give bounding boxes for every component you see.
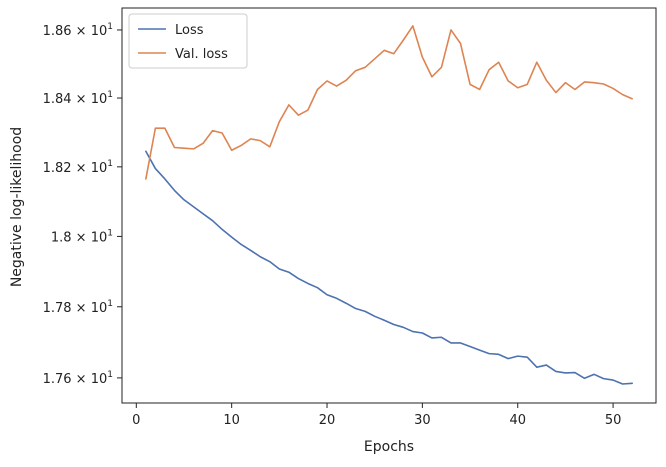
y-tick-label: 1.86 × 101: [43, 22, 113, 39]
y-axis-label: Negative log-likelihood: [9, 127, 25, 287]
y-tick-exponent: 1: [107, 90, 113, 100]
y-tick-label: 1.8 × 101: [51, 228, 113, 245]
y-tick-mantissa: 1.76: [43, 372, 72, 387]
plot-frame: [121, 7, 657, 404]
y-tick-mantissa: 1.84: [43, 92, 72, 107]
legend-label: Val. loss: [175, 47, 228, 62]
y-tick-label: 1.84 × 101: [43, 90, 113, 107]
x-tick-label: 20: [319, 413, 336, 428]
y-tick-base: 10: [91, 230, 108, 245]
x-axis: 0 10 20 30 40 50: [132, 403, 621, 428]
y-tick-mantissa: 1.78: [43, 301, 72, 316]
plot-lines: [145, 25, 633, 385]
y-tick-base: 10: [91, 24, 108, 39]
y-tick-base: 10: [91, 301, 108, 316]
x-tick-label: 0: [132, 413, 140, 428]
legend: Loss Val. loss: [128, 13, 248, 69]
y-tick-base: 10: [91, 92, 108, 107]
y-tick-exponent: 1: [107, 159, 113, 169]
y-tick-exponent: 1: [107, 22, 113, 32]
y-tick-mantissa: 1.8: [51, 230, 72, 245]
y-tick-times: ×: [72, 92, 91, 107]
y-tick-base: 10: [91, 372, 108, 387]
y-tick-label: 1.76 × 101: [43, 370, 113, 387]
x-tick-label: 40: [509, 413, 526, 428]
y-tick-exponent: 1: [107, 370, 113, 380]
legend-label: Loss: [175, 23, 204, 38]
x-tick-label: 50: [605, 413, 622, 428]
x-tick-label: 10: [223, 413, 240, 428]
y-tick-mantissa: 1.86: [43, 24, 72, 39]
y-tick-base: 10: [91, 161, 108, 176]
y-tick-times: ×: [72, 161, 91, 176]
series-line-loss: [145, 150, 633, 385]
y-tick-times: ×: [72, 301, 91, 316]
legend-box: [128, 13, 248, 69]
series-line-val-loss: [145, 25, 633, 180]
y-tick-label: 1.82 × 101: [43, 159, 113, 176]
x-tick-label: 30: [414, 413, 431, 428]
y-tick-times: ×: [72, 230, 91, 245]
y-tick-exponent: 1: [107, 228, 113, 238]
x-axis-label: Epochs: [364, 439, 414, 455]
y-tick-times: ×: [72, 372, 91, 387]
y-tick-times: ×: [72, 24, 91, 39]
y-tick-mantissa: 1.82: [43, 161, 72, 176]
y-tick-exponent: 1: [107, 299, 113, 309]
y-tick-label: 1.78 × 101: [43, 299, 113, 316]
